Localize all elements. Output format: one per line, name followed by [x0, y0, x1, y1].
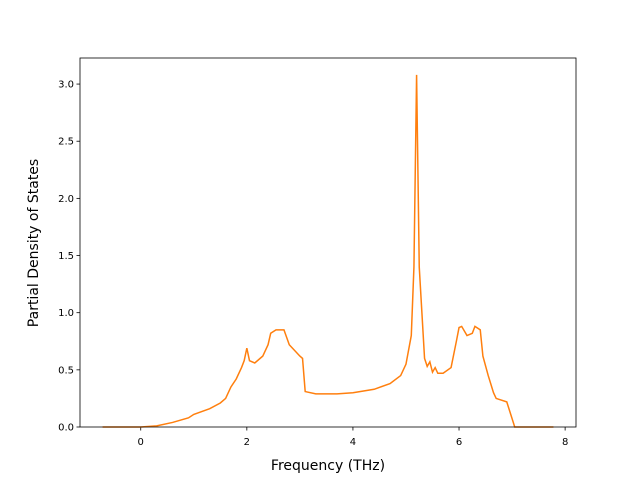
plot-frame [79, 57, 577, 428]
x-axis-label: Frequency (THz) [271, 458, 385, 474]
x-tick-label: 6 [456, 437, 462, 448]
y-tick-label: 2.5 [58, 137, 74, 148]
data-line [102, 74, 554, 428]
x-tick-label: 2 [244, 437, 250, 448]
y-tick-label: 1.0 [58, 308, 74, 319]
y-tick-label: 1.5 [58, 251, 74, 262]
y-axis-label: Partial Density of States [26, 159, 42, 327]
y-tick-label: 0.0 [58, 423, 74, 434]
y-tick-label: 2.0 [58, 194, 74, 205]
y-tick-label: 0.5 [58, 365, 74, 376]
x-tick-label: 4 [350, 437, 356, 448]
x-tick-label: 0 [138, 437, 144, 448]
y-tick-label: 3.0 [58, 80, 74, 91]
x-tick-label: 8 [562, 437, 568, 448]
